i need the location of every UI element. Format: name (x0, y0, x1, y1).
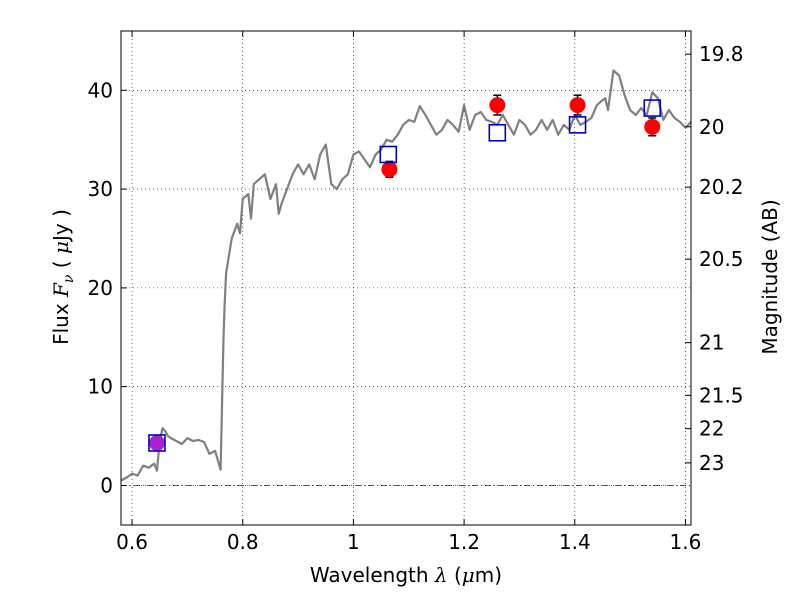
y2-tick-label: 20.5 (699, 247, 744, 271)
y2-tick-label: 19.8 (699, 42, 744, 66)
y-tick-label: 20 (88, 276, 113, 300)
x-tick-label: 1.2 (448, 530, 480, 554)
y-tick-label: 10 (88, 375, 113, 399)
observed-point (569, 97, 586, 114)
x-tick-label: 0.8 (227, 530, 259, 554)
synthetic-point (148, 434, 166, 452)
y-axis-ticks: 0 10 20 30 40 (88, 78, 127, 497)
synthetic-point (643, 99, 662, 117)
grid (121, 31, 691, 525)
y2-tick-label: 21.5 (699, 383, 744, 407)
observed-point (489, 97, 506, 114)
synthetic-points (148, 99, 662, 452)
synthetic-point (568, 116, 587, 134)
x-tick-label: 1.4 (559, 530, 591, 554)
y-tick-label: 40 (88, 78, 113, 102)
x-axis-label: Wavelength λ (μm) (310, 563, 502, 587)
error-bars (152, 94, 657, 447)
plot-frame (120, 30, 692, 526)
y2-axis-ticks: 19.8 20 20.2 20.5 21 21.5 22 23 (685, 42, 744, 475)
y2-tick-label: 20.2 (699, 175, 744, 199)
y2-tick-label: 20 (699, 115, 724, 139)
x-axis-ticks: 0.6 0.8 1 1.2 1.4 1.6 (116, 31, 701, 554)
model-spectrum-line (120, 69, 692, 482)
y-axis-label: Flux Fν ( μJy ) (49, 209, 77, 345)
observed-point (644, 118, 661, 135)
x-tick-label: 1 (347, 530, 360, 554)
y2-tick-label: 21 (699, 331, 724, 355)
y2-axis-label: Magnitude (AB) (758, 199, 782, 354)
synthetic-point (488, 123, 507, 142)
y-tick-label: 0 (100, 473, 113, 497)
x-tick-label: 0.6 (116, 530, 148, 554)
synthetic-point (379, 145, 398, 164)
plot-area (120, 69, 692, 482)
observed-point (148, 434, 165, 451)
y2-tick-label: 23 (699, 451, 724, 475)
y-tick-label: 30 (88, 177, 113, 201)
observed-point (381, 161, 398, 178)
y2-tick-label: 22 (699, 417, 724, 441)
x-tick-label: 1.6 (670, 530, 702, 554)
observed-points (148, 97, 661, 451)
